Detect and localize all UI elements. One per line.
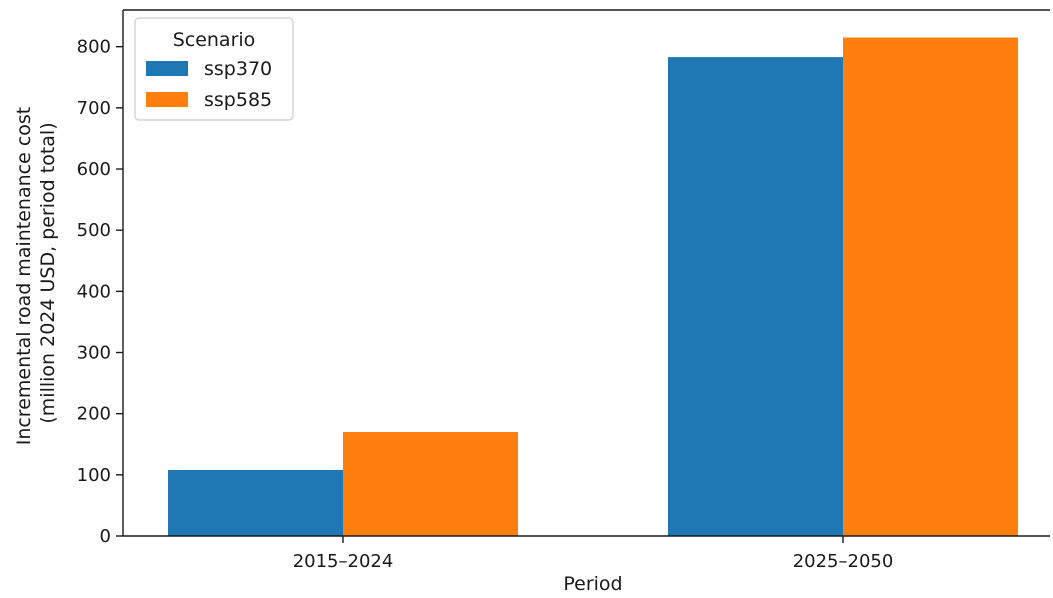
bars-layer	[168, 37, 1018, 537]
y-axis-label: Incremental road maintenance cost (milli…	[13, 101, 59, 446]
y-axis-label-line-1: Incremental road maintenance cost	[13, 107, 35, 446]
x-axis-label: Period	[563, 573, 622, 595]
x-tick-label-0: 2015–2024	[293, 551, 394, 572]
legend: Scenario ssp370 ssp585	[134, 17, 294, 121]
y-tick-label-400: 400	[77, 281, 111, 302]
legend-title: Scenario	[173, 29, 256, 51]
bar-ssp370-1	[668, 57, 843, 537]
y-tick-label-500: 500	[77, 220, 111, 241]
y-tick-label-200: 200	[77, 404, 111, 425]
y-tick-label-100: 100	[77, 465, 111, 486]
bar-ssp585-0	[343, 432, 518, 536]
x-tick-label-1: 2025–2050	[793, 551, 894, 572]
y-tick-label-0: 0	[100, 526, 111, 547]
y-tick-label-800: 800	[77, 37, 111, 58]
bar-ssp370-0	[168, 469, 343, 536]
legend-swatch-ssp370	[146, 61, 188, 76]
bar-ssp585-1	[843, 37, 1018, 536]
y-tick-label-600: 600	[77, 159, 111, 180]
legend-label-ssp585: ssp585	[204, 89, 272, 111]
y-axis-label-line-2: (million 2024 USD, period total)	[37, 122, 59, 423]
legend-label-ssp370: ssp370	[204, 58, 272, 80]
legend-swatch-ssp585	[146, 92, 188, 107]
axes-layer: 0 100 200 300 400 500 600 700 800 2015–2024 2025–2…	[77, 9, 1050, 572]
y-tick-label-300: 300	[77, 343, 111, 364]
y-tick-label-700: 700	[77, 98, 111, 119]
